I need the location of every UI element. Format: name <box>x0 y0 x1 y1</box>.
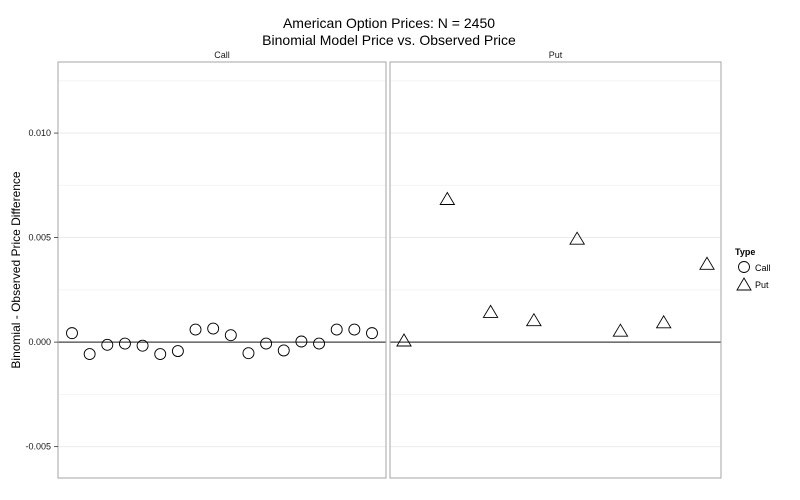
y-tick-label: 0.010 <box>28 128 51 138</box>
data-point-triangle <box>699 256 715 270</box>
panel-border <box>57 61 387 479</box>
chart-subtitle: Binomial Model Price vs. Observed Price <box>262 32 516 48</box>
data-point-circle <box>66 327 78 340</box>
y-tick-label: -0.005 <box>25 442 51 452</box>
data-point-circle <box>171 345 184 358</box>
data-point-circle <box>277 344 290 357</box>
legend-circle-icon <box>738 261 750 273</box>
y-axis-label: Binomial - Observed Price Difference <box>9 171 23 369</box>
legend-triangle-icon <box>736 277 752 291</box>
data-point-circle <box>154 348 167 360</box>
data-point-circle <box>207 322 220 335</box>
data-point-circle <box>366 327 378 340</box>
facet-strip-label: Call <box>214 50 230 60</box>
legend-label-call: Call <box>755 263 771 273</box>
panel-border <box>389 61 722 479</box>
facet-put: Put <box>389 50 722 479</box>
data-point-triangle <box>525 312 542 327</box>
data-point-circle <box>101 338 114 351</box>
data-point-circle <box>83 348 96 360</box>
data-point-circle <box>224 329 237 342</box>
data-point-triangle <box>396 333 412 347</box>
data-point-circle <box>260 337 273 350</box>
legend-title: Type <box>735 247 755 257</box>
data-point-circle <box>242 347 255 360</box>
data-point-circle <box>136 339 149 352</box>
data-point-circle <box>348 323 361 336</box>
legend: Type Call Put <box>735 247 771 291</box>
data-point-triangle <box>612 323 629 337</box>
y-tick-label: 0.000 <box>28 337 51 347</box>
facet-strip-label: Put <box>549 50 563 60</box>
legend-label-put: Put <box>755 280 769 290</box>
data-point-triangle <box>482 304 499 318</box>
data-point-triangle <box>655 314 672 329</box>
facet-call: Call <box>57 50 387 479</box>
chart-title: American Option Prices: N = 2450 <box>283 15 495 31</box>
data-point-triangle <box>439 191 456 205</box>
data-point-circle <box>295 335 308 348</box>
y-tick-label: 0.005 <box>28 233 51 243</box>
y-axis: -0.005 0.000 0.005 0.010 <box>25 128 58 452</box>
data-point-circle <box>330 323 343 336</box>
data-point-circle <box>118 337 131 350</box>
data-point-circle <box>189 323 202 336</box>
data-point-triangle <box>569 231 586 245</box>
facet-area: Call Put <box>57 50 722 479</box>
data-point-circle <box>313 337 326 350</box>
